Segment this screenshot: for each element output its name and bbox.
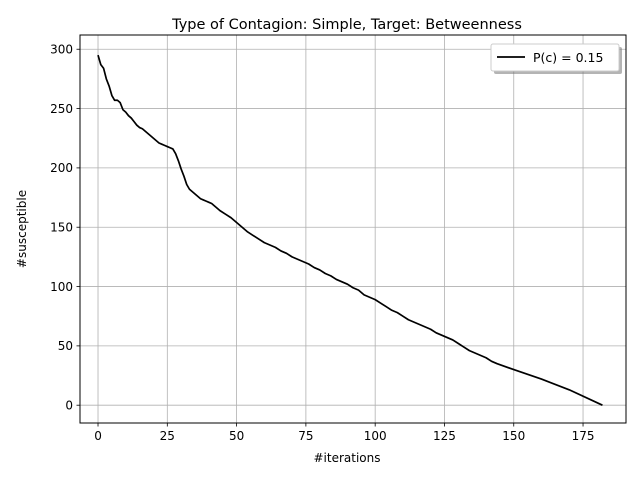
- x-tick-label-4: 100: [364, 429, 387, 443]
- y-tick-label-1: 50: [58, 339, 73, 353]
- x-axis-label: #iterations: [313, 451, 380, 465]
- series-lines: [97, 54, 603, 406]
- legend-entry-0: P(c) = 0.15: [533, 50, 603, 65]
- x-tick-label-1: 25: [160, 429, 175, 443]
- y-tick-label-3: 150: [50, 221, 73, 235]
- grid-lines: [80, 35, 626, 423]
- x-tick-label-5: 125: [433, 429, 456, 443]
- axis-ticks: 0 25 50 75 100 125 150 175 0 50 100 150 200 250 300: [50, 43, 594, 443]
- y-tick-label-0: 0: [65, 399, 73, 413]
- y-tick-label-2: 100: [50, 280, 73, 294]
- series-line-0: [97, 54, 603, 406]
- plot-frame: [79, 34, 627, 424]
- x-tick-label-2: 50: [229, 429, 244, 443]
- y-tick-label-5: 250: [50, 102, 73, 116]
- y-axis-label: #susceptible: [15, 190, 29, 268]
- legend-box: [490, 43, 620, 72]
- x-tick-label-0: 0: [94, 429, 102, 443]
- chart-title: Type of Contagion: Simple, Target: Betwe…: [171, 17, 522, 33]
- y-tick-label-6: 300: [50, 43, 73, 57]
- y-tick-label-4: 200: [50, 161, 73, 175]
- x-tick-label-6: 150: [502, 429, 525, 443]
- x-tick-label-3: 75: [298, 429, 313, 443]
- legend: P(c) = 0.15: [490, 43, 622, 74]
- x-tick-label-7: 175: [572, 429, 595, 443]
